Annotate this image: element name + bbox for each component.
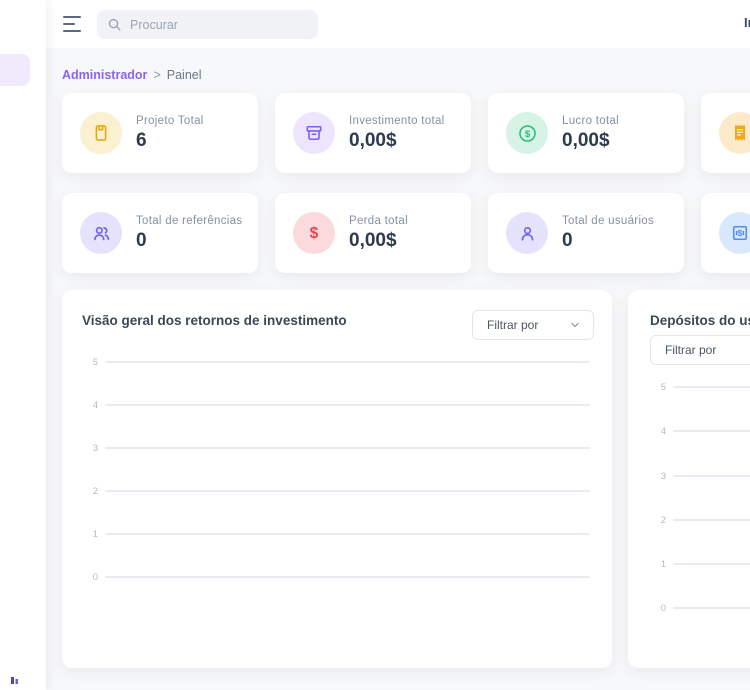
y-tick-label: 4 [92, 399, 98, 411]
dollar-sign-icon: $ [293, 212, 335, 254]
stat-value: 0 [562, 229, 573, 251]
gridline [105, 447, 590, 449]
gridline [673, 607, 750, 609]
y-tick-label: 2 [660, 514, 666, 526]
gridline [673, 475, 750, 477]
y-tick-label: 1 [92, 528, 98, 540]
grid-row: 5 [62, 356, 590, 368]
gridline [673, 386, 750, 388]
stat-label: Perda total [349, 214, 408, 227]
stat-label: Investimento total [349, 114, 445, 127]
sidebar [0, 0, 46, 690]
file-icon [80, 112, 122, 154]
dollar-coin-icon: $ [506, 112, 548, 154]
gridline [105, 404, 590, 406]
gridline [105, 490, 590, 492]
stat-value: 0 [136, 229, 147, 251]
topbar: In [46, 0, 750, 48]
stat-card-cut-right-1 [701, 93, 750, 173]
filter-select[interactable]: Filtrar por [472, 310, 594, 340]
receipt-icon [719, 112, 750, 154]
topbar-edge-text: In [744, 15, 750, 30]
breadcrumb-separator: > [153, 68, 161, 82]
roi-chart-card: Visão geral dos retornos de investimento… [62, 290, 612, 668]
gridline [105, 533, 590, 535]
filter-select[interactable]: Filtrar por [650, 335, 750, 365]
filter-select-value: Filtrar por [665, 343, 717, 357]
chart-title: Visão geral dos retornos de investimento [82, 313, 347, 328]
y-tick-label: 4 [660, 425, 666, 437]
breadcrumb: Administrador > Painel [62, 68, 202, 82]
grid-row: 4 [62, 399, 590, 411]
svg-text:$: $ [524, 129, 530, 140]
withdraw-icon: $ [719, 212, 750, 254]
grid-row: 0 [628, 602, 750, 614]
breadcrumb-current: Painel [166, 68, 202, 82]
grid-row: 3 [628, 470, 750, 482]
hamburger-icon [63, 16, 81, 19]
stat-value: 6 [136, 129, 147, 151]
stat-value: 0,00$ [349, 129, 397, 151]
grid-row: 2 [628, 514, 750, 526]
stat-value: 0,00$ [349, 229, 397, 251]
stat-card-projects: Projeto Total 6 [62, 93, 258, 173]
y-tick-label: 2 [92, 485, 98, 497]
stat-card-investment: Investimento total 0,00$ [275, 93, 471, 173]
grid-row: 0 [62, 571, 590, 583]
gridline [673, 519, 750, 521]
stat-card-cut-right-2: $ [701, 193, 750, 273]
gridline [105, 361, 590, 363]
filter-select-value: Filtrar por [487, 318, 539, 332]
menu-toggle-button[interactable] [63, 16, 83, 32]
stat-label: Projeto Total [136, 114, 204, 127]
referrals-icon [80, 212, 122, 254]
gridline [673, 430, 750, 432]
bottom-left-glyph-icon [10, 672, 19, 690]
sidebar-active-item[interactable] [0, 54, 30, 86]
stat-label: Total de referências [136, 214, 243, 227]
grid-row: 1 [62, 528, 590, 540]
chart-title: Depósitos do usuá [650, 313, 750, 328]
y-tick-label: 5 [92, 356, 98, 368]
search-input[interactable] [130, 17, 308, 32]
stat-card-profit: $ Lucro total 0,00$ [488, 93, 684, 173]
y-tick-label: 3 [660, 470, 666, 482]
deposits-chart-card: Depósitos do usuá Filtrar por 5 4 3 2 1 … [628, 290, 750, 668]
search-icon [108, 18, 121, 31]
y-tick-label: 0 [660, 602, 666, 614]
y-tick-label: 0 [92, 571, 98, 583]
grid-row: 4 [628, 425, 750, 437]
archive-box-icon [293, 112, 335, 154]
svg-text:$: $ [738, 229, 743, 238]
search-box [97, 10, 318, 39]
stat-card-users: Total de usuários 0 [488, 193, 684, 273]
grid-row: 1 [628, 558, 750, 570]
y-tick-label: 5 [660, 381, 666, 393]
grid-row: 2 [62, 485, 590, 497]
stat-label: Lucro total [562, 114, 619, 127]
stat-label: Total de usuários [562, 214, 655, 227]
stat-card-referrals: Total de referências 0 [62, 193, 258, 273]
svg-text:$: $ [310, 225, 319, 242]
y-tick-label: 3 [92, 442, 98, 454]
gridline [673, 563, 750, 565]
breadcrumb-root-link[interactable]: Administrador [62, 68, 148, 82]
user-icon [506, 212, 548, 254]
stat-card-loss: $ Perda total 0,00$ [275, 193, 471, 273]
stat-value: 0,00$ [562, 129, 610, 151]
grid-row: 3 [62, 442, 590, 454]
chevron-down-icon [571, 322, 579, 328]
y-tick-label: 1 [660, 558, 666, 570]
gridline [105, 576, 590, 578]
grid-row: 5 [628, 381, 750, 393]
